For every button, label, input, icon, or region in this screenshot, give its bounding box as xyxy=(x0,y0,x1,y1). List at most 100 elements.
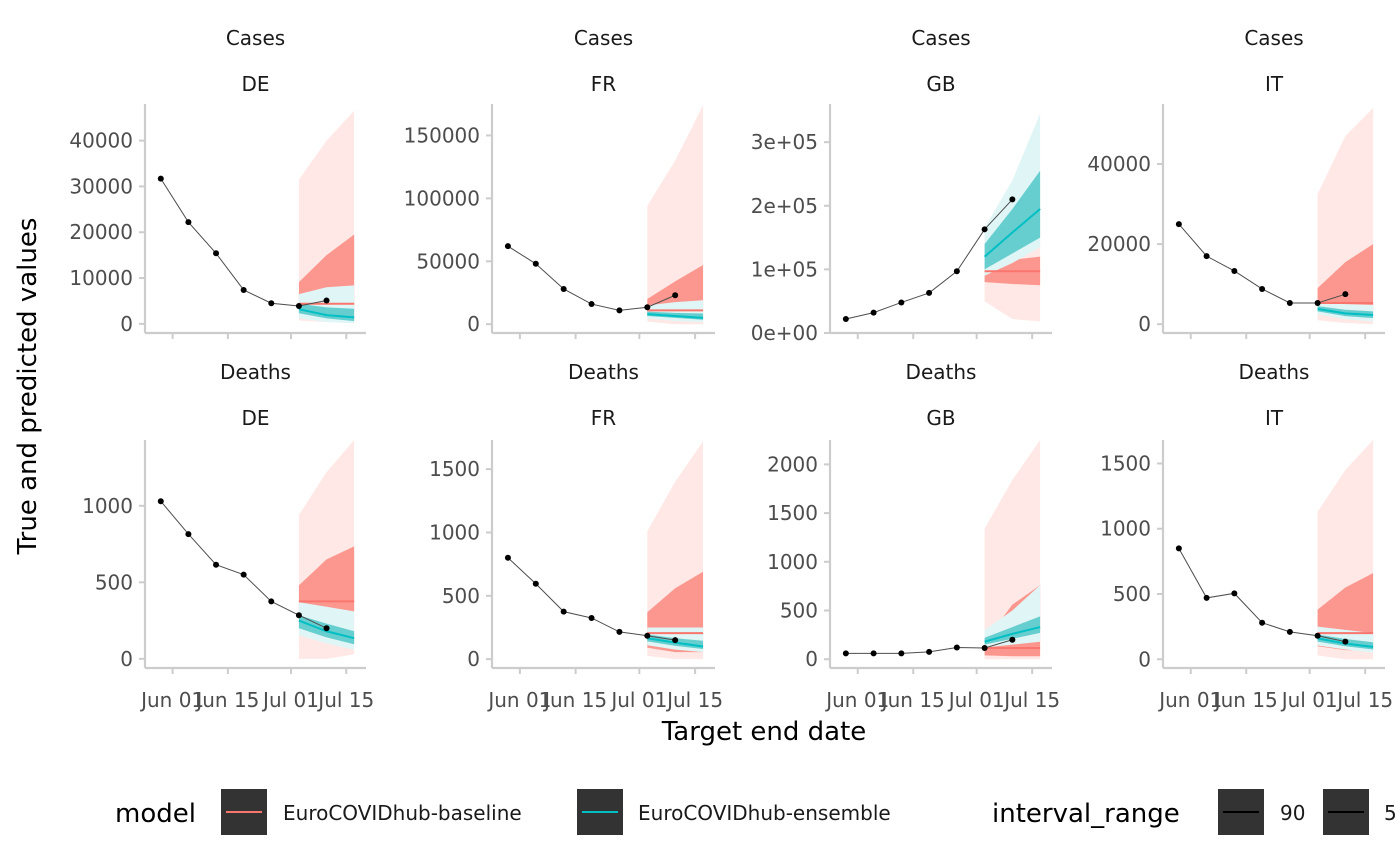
x-axis-title: Target end date xyxy=(661,717,867,747)
y-tick-label: 1e+05 xyxy=(751,257,818,281)
facet-strip-location: DE xyxy=(241,72,269,96)
y-tick-label: 20000 xyxy=(69,220,133,244)
truth-point xyxy=(1314,632,1321,639)
truth-point xyxy=(926,289,933,296)
truth-point xyxy=(185,531,192,538)
truth-point xyxy=(1203,594,1210,601)
truth-point xyxy=(1009,196,1016,203)
truth-point xyxy=(616,628,623,635)
truth-point xyxy=(560,285,567,292)
truth-point xyxy=(1259,285,1266,292)
facet-strip-target: Cases xyxy=(911,26,970,50)
x-tick-label: Jul 01 xyxy=(261,688,319,712)
y-tick-label: 0 xyxy=(467,312,480,336)
truth-point xyxy=(157,175,164,182)
facet-strip-location: IT xyxy=(1265,406,1284,430)
truth-point xyxy=(1314,299,1321,306)
truth-point xyxy=(560,608,567,615)
y-tick-label: 40000 xyxy=(1087,152,1151,176)
facet-strip-location: DE xyxy=(241,406,269,430)
y-tick-label: 3e+05 xyxy=(751,130,818,154)
truth-point xyxy=(1175,221,1182,228)
facet-cases-gb: Cases GB 0e+00 1e+05 2e+05 3e+05 xyxy=(751,26,1052,345)
panel-grid: CasesDE010000200003000040000CasesFR05000… xyxy=(69,26,1393,712)
legend-model-title: model xyxy=(115,799,196,829)
facet-strip-target: Cases xyxy=(226,26,285,50)
truth-point xyxy=(532,260,539,267)
truth-point xyxy=(1286,299,1293,306)
facet-strip-location: FR xyxy=(591,406,617,430)
ensemble-median-line xyxy=(298,308,355,319)
truth-point xyxy=(323,297,330,304)
y-tick-label: 0 xyxy=(1138,647,1151,671)
ensemble-median-line xyxy=(983,208,1041,258)
truth-point xyxy=(672,637,679,644)
y-tick-label: 1500 xyxy=(767,501,818,525)
y-tick-label: 500 xyxy=(1113,582,1151,606)
y-tick-label: 500 xyxy=(780,599,818,623)
legend: model EuroCOVIDhub-baseline EuroCOVIDhub… xyxy=(115,789,1397,835)
y-tick-label: 30000 xyxy=(69,174,133,198)
x-tick-label: Jul 15 xyxy=(665,688,723,712)
facet-strip-target: Deaths xyxy=(220,360,291,384)
truth-point xyxy=(295,612,302,619)
facet-strip-target: Cases xyxy=(574,26,633,50)
y-tick-label: 20000 xyxy=(1087,232,1151,256)
facet-strip-target: Deaths xyxy=(1239,360,1310,384)
truth-point xyxy=(268,300,275,307)
facet-strip-target: Deaths xyxy=(906,360,977,384)
y-axis-title: True and predicted values xyxy=(13,218,43,556)
legend-label-interval-5: 5 xyxy=(1384,801,1397,825)
y-tick-label: 0 xyxy=(1138,312,1151,336)
y-tick-label: 150000 xyxy=(404,123,480,147)
y-tick-label: 0 xyxy=(120,312,133,336)
x-tick-label: Jun 01 xyxy=(486,688,551,712)
truth-point xyxy=(504,243,511,250)
x-tick-label: Jun 01 xyxy=(1157,688,1222,712)
truth-point xyxy=(295,302,302,309)
y-tick-label: 40000 xyxy=(69,129,133,153)
truth-point xyxy=(1286,628,1293,635)
x-tick-label: Jul 01 xyxy=(947,688,1005,712)
x-tick-label: Jun 01 xyxy=(139,688,204,712)
x-tick-label: Jul 15 xyxy=(1335,688,1393,712)
y-tick-label: 500 xyxy=(95,570,133,594)
facet-cases-fr: Cases FR 0 50000 100000 150000 xyxy=(404,26,715,339)
facet-strip-location: GB xyxy=(926,72,955,96)
y-tick-label: 100000 xyxy=(404,186,480,210)
truth-point xyxy=(672,292,679,299)
truth-point xyxy=(842,650,849,657)
truth-point xyxy=(268,598,275,605)
y-tick-label: 0 xyxy=(805,647,818,671)
truth-point xyxy=(588,614,595,621)
truth-point xyxy=(842,316,849,323)
truth-point xyxy=(981,645,988,652)
truth-point xyxy=(616,307,623,314)
x-tick-label: Jun 01 xyxy=(824,688,889,712)
baseline-50-interval xyxy=(1317,244,1374,313)
truth-point xyxy=(981,226,988,233)
y-tick-label: 1500 xyxy=(1100,451,1151,475)
x-tick-label: Jun 15 xyxy=(1213,688,1278,712)
truth-point xyxy=(898,650,905,657)
facet-cases-de: Cases DE 0 10000 20000 30000 40000 xyxy=(69,26,366,339)
ensemble-median-line xyxy=(298,619,355,640)
y-tick-label: 1000 xyxy=(82,494,133,518)
truth-point xyxy=(926,648,933,655)
truth-point xyxy=(1231,590,1238,597)
x-tick-label: Jun 15 xyxy=(194,688,259,712)
truth-point xyxy=(588,301,595,308)
truth-point xyxy=(240,571,247,578)
y-tick-label: 10000 xyxy=(69,266,133,290)
truth-point xyxy=(1259,619,1266,626)
facet-strip-location: IT xyxy=(1265,72,1284,96)
truth-point xyxy=(1231,267,1238,274)
ensemble-median-line xyxy=(984,626,1041,643)
truth-point xyxy=(240,286,247,293)
y-tick-label: 1000 xyxy=(1100,517,1151,541)
truth-point xyxy=(1203,253,1210,260)
